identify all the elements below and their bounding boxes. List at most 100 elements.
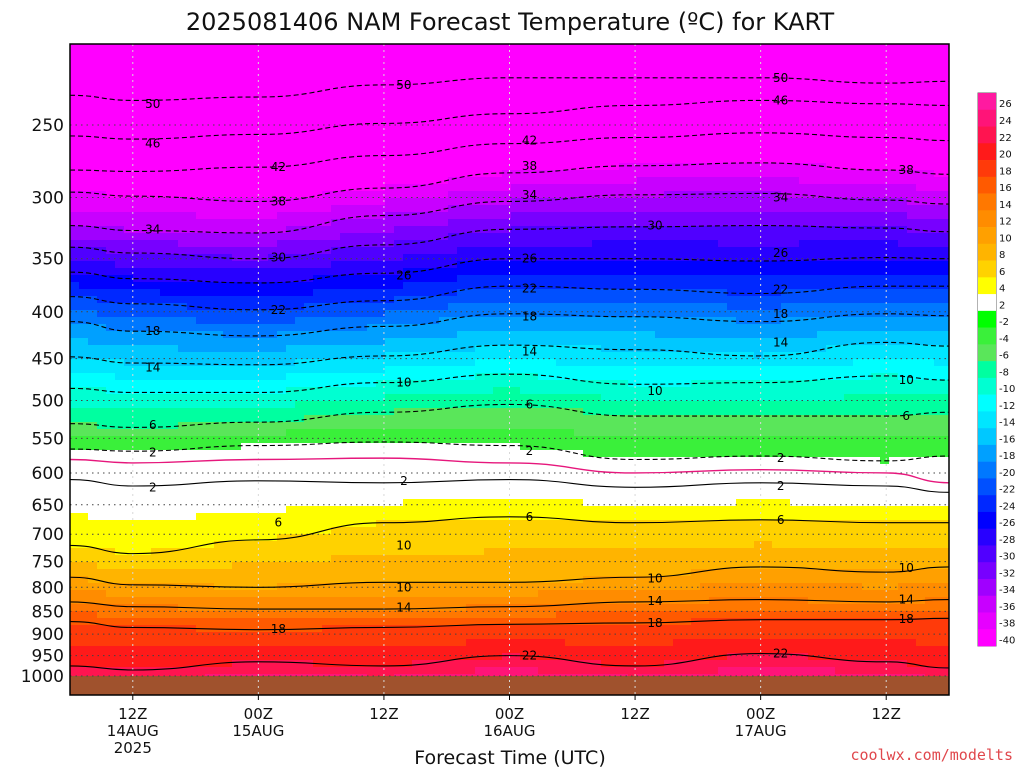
heat-cell — [115, 408, 125, 416]
heat-cell — [403, 233, 413, 241]
heat-cell — [268, 408, 278, 416]
heat-cell — [511, 534, 521, 542]
heat-cell — [520, 604, 530, 612]
heat-cell — [295, 359, 305, 367]
heat-cell — [259, 555, 269, 563]
heat-cell — [259, 268, 269, 276]
heat-cell — [385, 345, 395, 353]
heat-cell — [250, 303, 260, 311]
heat-cell — [520, 100, 530, 108]
heat-cell — [160, 471, 170, 479]
heat-cell — [79, 541, 89, 549]
heat-cell — [340, 499, 350, 507]
heat-cell — [205, 422, 215, 430]
heat-cell — [466, 625, 476, 633]
heat-cell — [124, 128, 134, 136]
heat-cell — [232, 72, 242, 80]
heat-cell — [187, 373, 197, 381]
heat-cell — [457, 513, 467, 521]
heat-cell — [169, 93, 179, 101]
heat-cell — [493, 58, 503, 66]
heat-cell — [259, 72, 269, 80]
heat-cell — [349, 163, 359, 171]
heat-cell — [556, 317, 566, 325]
heat-cell — [232, 170, 242, 178]
heat-cell — [529, 562, 539, 570]
heat-cell — [313, 331, 323, 339]
heat-cell — [358, 177, 368, 185]
heat-cell — [313, 436, 323, 444]
heat-cell — [385, 226, 395, 234]
heat-cell — [277, 289, 287, 297]
heat-cell — [502, 380, 512, 388]
heat-cell — [403, 429, 413, 437]
heat-cell — [394, 275, 404, 283]
heat-cell — [313, 534, 323, 542]
heat-cell — [322, 380, 332, 388]
heat-cell — [268, 646, 278, 654]
heat-cell — [232, 485, 242, 493]
heat-cell — [133, 72, 143, 80]
heat-cell — [358, 268, 368, 276]
heat-cell — [79, 464, 89, 472]
heat-cell — [421, 576, 431, 584]
heat-cell — [295, 618, 305, 626]
heat-cell — [547, 471, 557, 479]
heat-cell — [502, 114, 512, 122]
heat-cell — [367, 254, 377, 262]
heat-cell — [79, 142, 89, 150]
heat-cell — [286, 513, 296, 521]
heat-cell — [376, 632, 386, 640]
heat-cell — [187, 443, 197, 451]
heat-cell — [295, 317, 305, 325]
heat-cell — [511, 233, 521, 241]
heat-cell — [421, 373, 431, 381]
heat-cell — [403, 226, 413, 234]
heat-cell — [376, 338, 386, 346]
heat-cell — [331, 443, 341, 451]
heat-cell — [457, 408, 467, 416]
heat-cell — [250, 653, 260, 661]
heat-cell — [511, 240, 521, 248]
heat-cell — [376, 100, 386, 108]
heat-cell — [448, 513, 458, 521]
heat-cell — [394, 373, 404, 381]
heat-cell — [178, 429, 188, 437]
heat-cell — [151, 51, 161, 59]
heat-cell — [223, 534, 233, 542]
heat-cell — [358, 240, 368, 248]
heat-cell — [385, 415, 395, 423]
heat-cell — [493, 576, 503, 584]
heat-cell — [358, 72, 368, 80]
heat-cell — [412, 506, 422, 514]
heat-cell — [340, 618, 350, 626]
heat-cell — [358, 429, 368, 437]
heat-cell — [133, 44, 143, 52]
heat-cell — [493, 219, 503, 227]
heat-cell — [403, 471, 413, 479]
heat-cell — [448, 170, 458, 178]
heat-cell — [340, 352, 350, 360]
heat-cell — [403, 646, 413, 654]
heat-cell — [394, 436, 404, 444]
heat-cell — [115, 79, 125, 87]
heat-cell — [412, 548, 422, 556]
heat-cell — [439, 646, 449, 654]
heat-cell — [70, 289, 80, 297]
heat-cell — [97, 464, 107, 472]
heat-cell — [187, 268, 197, 276]
heat-cell — [106, 352, 116, 360]
heat-cell — [79, 429, 89, 437]
heat-cell — [277, 534, 287, 542]
heat-cell — [142, 436, 152, 444]
heat-cell — [475, 415, 485, 423]
heat-cell — [142, 247, 152, 255]
heat-cell — [448, 534, 458, 542]
heat-cell — [340, 233, 350, 241]
heat-cell — [223, 401, 233, 409]
heat-cell — [349, 492, 359, 500]
heat-cell — [475, 478, 485, 486]
heat-cell — [304, 604, 314, 612]
heat-cell — [547, 555, 557, 563]
heat-cell — [439, 317, 449, 325]
